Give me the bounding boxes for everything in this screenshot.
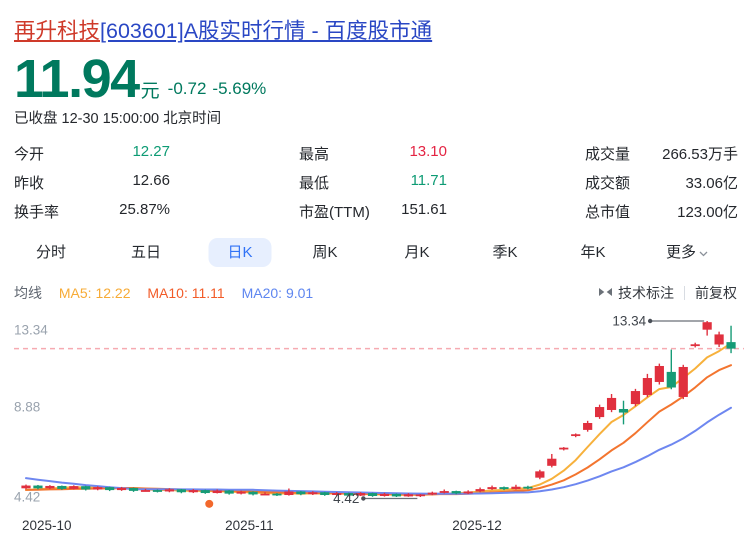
y-axis-tick: 8.88: [14, 400, 40, 415]
ma-line-ma10: [25, 364, 732, 496]
x-axis-label: 2025-11: [225, 518, 274, 533]
x-axis-label: 2025-10: [22, 518, 72, 533]
annotation-label: 4.42: [333, 491, 359, 506]
annotation-label: 13.34: [612, 314, 646, 329]
market-status: 已收盘 12-30 15:00:00 北京时间: [14, 111, 222, 127]
title-stock-name[interactable]: 再升科技: [14, 19, 101, 43]
current-price: 11.94: [14, 49, 140, 109]
price-change: -0.72: [167, 79, 207, 98]
stat-value: 12.66: [132, 172, 170, 189]
x-axis-label: 2025-12: [452, 518, 502, 533]
stat-label: 成交额: [585, 175, 631, 192]
price-change-pct: -5.69%: [212, 79, 267, 98]
adjust-mode-button[interactable]: 前复权: [695, 285, 737, 301]
stat-value: 151.61: [401, 201, 447, 218]
ma5-value: MA5: 12.22: [58, 285, 131, 301]
stat-label: 成交量: [585, 146, 631, 163]
chevron-down-icon: [699, 238, 708, 267]
price-unit: 元: [140, 81, 160, 102]
stat-value: 13.10: [409, 143, 447, 160]
stat-value: 123.00亿: [677, 204, 738, 221]
quote-price-row: 11.94 元 -0.72 -5.69%: [14, 48, 266, 110]
tab-5day[interactable]: 五日: [130, 244, 162, 261]
annotation-dot: [647, 318, 653, 324]
ma-line-ma20: [25, 406, 732, 495]
stat-value: 25.87%: [119, 201, 170, 218]
chart-toolbar: 技术标注 前复权: [598, 283, 737, 303]
y-axis-tick: 4.42: [14, 490, 40, 505]
y-axis-tick: 13.34: [14, 323, 48, 338]
annotation-dot: [361, 496, 366, 501]
stat-label: 今开: [14, 146, 45, 163]
stat-label: 换手率: [14, 204, 60, 221]
page-title-link[interactable]: 再升科技[603601]A股实时行情 - 百度股市通: [14, 14, 432, 45]
tab-minute[interactable]: 分时: [35, 244, 67, 261]
stat-label: 市盈(TTM): [299, 204, 370, 221]
ma-legend: 均线 MA5: 12.22 MA10: 11.11 MA20: 9.01: [14, 283, 313, 303]
stat-label: 总市值: [585, 204, 631, 221]
tab-more[interactable]: 更多: [647, 238, 727, 267]
candles: [21, 321, 736, 497]
bowtie-icon: [598, 285, 618, 301]
title-rest[interactable]: [603601]A股实时行情 - 百度股市通: [100, 19, 433, 43]
tab-quarterly-k[interactable]: 季K: [492, 244, 518, 261]
ma10-value: MA10: 11.11: [147, 285, 225, 301]
tab-monthly-k[interactable]: 月K: [404, 244, 430, 261]
tech-annotation-button[interactable]: 技术标注: [618, 285, 674, 301]
toolbar-divider: [684, 286, 685, 300]
stat-value: 12.27: [132, 143, 170, 160]
ma-line-ma5: [25, 342, 732, 496]
stat-label: 昨收: [14, 175, 45, 192]
tab-daily-k[interactable]: 日K: [208, 238, 272, 267]
tab-weekly-k[interactable]: 周K: [312, 244, 338, 261]
stat-value: 266.53万手: [662, 146, 738, 163]
tab-yearly-k[interactable]: 年K: [580, 244, 606, 261]
stat-label: 最低: [299, 175, 330, 192]
ma20-value: MA20: 9.01: [241, 285, 314, 301]
stat-label: 最高: [299, 146, 330, 163]
stat-value: 33.06亿: [685, 175, 738, 192]
stat-value: 11.71: [410, 172, 447, 189]
event-marker-dot[interactable]: [205, 499, 214, 508]
ma-legend-prefix: 均线: [14, 285, 42, 301]
